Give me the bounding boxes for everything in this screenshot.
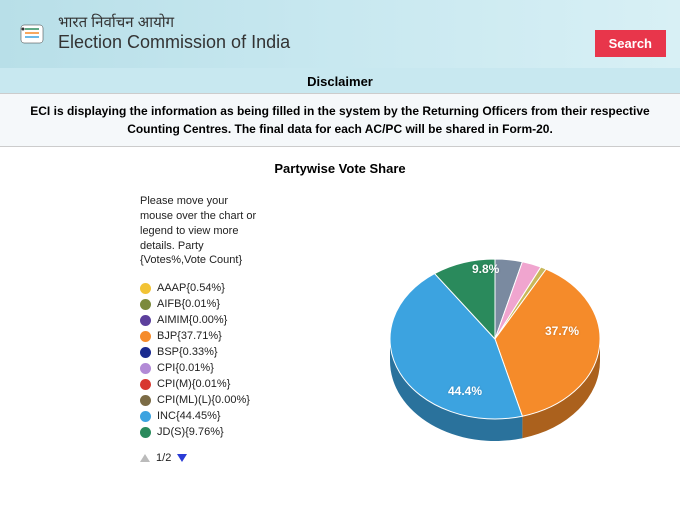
legend-label: JD(S){9.76%} (157, 426, 224, 438)
legend-swatch (140, 331, 151, 342)
legend-swatch (140, 427, 151, 438)
site-title-hindi: भारत निर्वाचन आयोग (58, 14, 290, 32)
disclaimer-heading: Disclaimer (0, 68, 680, 93)
legend-swatch (140, 347, 151, 358)
legend-label: CPI{0.01%} (157, 362, 214, 374)
legend-swatch (140, 411, 151, 422)
legend-label: CPI(M){0.01%} (157, 378, 230, 390)
legend-swatch (140, 299, 151, 310)
legend-label: AIFB{0.01%} (157, 298, 220, 310)
pager-text: 1/2 (156, 452, 171, 464)
legend-item[interactable]: CPI{0.01%} (140, 362, 260, 374)
legend-item[interactable]: CPI(M){0.01%} (140, 378, 260, 390)
legend-label: BJP{37.71%} (157, 330, 222, 342)
legend-swatch (140, 379, 151, 390)
legend-item[interactable]: CPI(ML)(L){0.00%} (140, 394, 260, 406)
legend-item[interactable]: BJP{37.71%} (140, 330, 260, 342)
chart-area: Please move your mouse over the chart or… (0, 176, 680, 464)
eci-logo-icon (16, 18, 48, 50)
legend-item[interactable]: BSP{0.33%} (140, 346, 260, 358)
legend-hint: Please move your mouse over the chart or… (140, 194, 260, 268)
pager-next-icon[interactable] (177, 454, 187, 462)
legend-item[interactable]: AAAP{0.54%} (140, 282, 260, 294)
pie-chart[interactable]: 9.8%37.7%44.4% (380, 234, 610, 464)
legend-swatch (140, 395, 151, 406)
legend-item[interactable]: AIFB{0.01%} (140, 298, 260, 310)
pager-prev-icon[interactable] (140, 454, 150, 462)
legend-swatch (140, 315, 151, 326)
legend-label: CPI(ML)(L){0.00%} (157, 394, 250, 406)
pie-column: 9.8%37.7%44.4% (260, 194, 680, 464)
legend-swatch (140, 363, 151, 374)
legend-list: AAAP{0.54%} AIFB{0.01%} AIMIM{0.00%} BJP{37… (140, 282, 260, 438)
site-title-english: Election Commission of India (58, 32, 290, 54)
search-button[interactable]: Search (595, 30, 666, 57)
legend-item[interactable]: AIMIM{0.00%} (140, 314, 260, 326)
legend-swatch (140, 283, 151, 294)
legend-label: AAAP{0.54%} (157, 282, 225, 294)
legend-label: INC{44.45%} (157, 410, 221, 422)
legend-pager: 1/2 (140, 452, 260, 464)
chart-title: Partywise Vote Share (0, 161, 680, 176)
legend-label: BSP{0.33%} (157, 346, 218, 358)
legend-label: AIMIM{0.00%} (157, 314, 227, 326)
legend-item[interactable]: JD(S){9.76%} (140, 426, 260, 438)
site-title: भारत निर्वाचन आयोग Election Commission o… (58, 14, 290, 54)
header: भारत निर्वाचन आयोग Election Commission o… (0, 0, 680, 68)
disclaimer-text: ECI is displaying the information as bei… (0, 93, 680, 147)
legend-item[interactable]: INC{44.45%} (140, 410, 260, 422)
legend: Please move your mouse over the chart or… (0, 194, 260, 464)
